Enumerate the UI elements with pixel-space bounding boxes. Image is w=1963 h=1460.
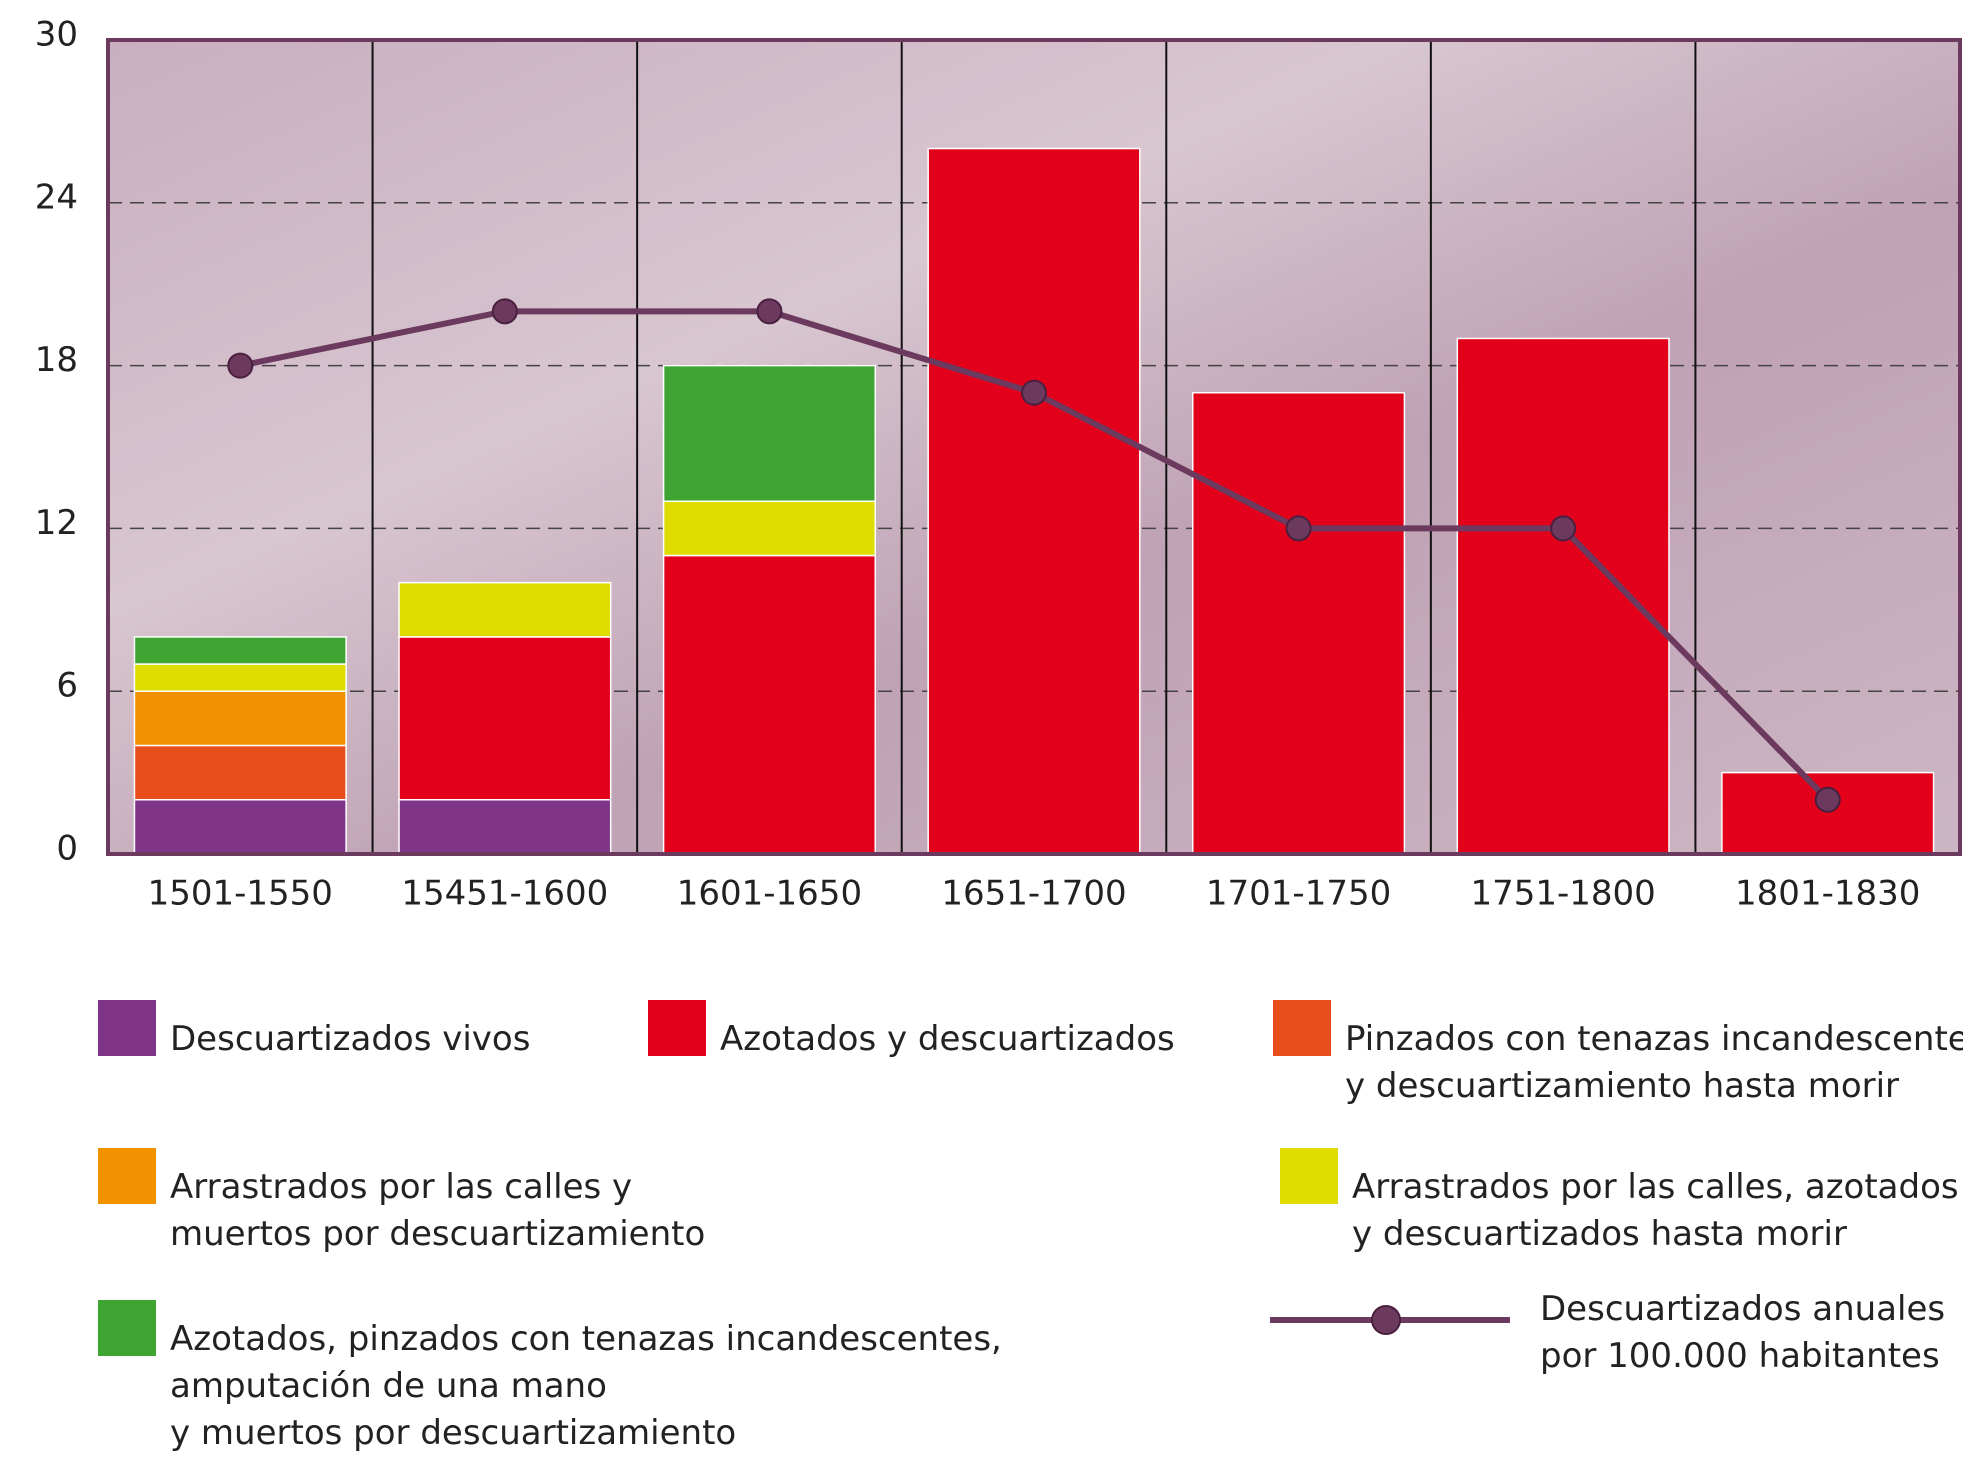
line-marker [756, 298, 783, 325]
bar-segment [1191, 391, 1406, 855]
y-tick-label: 12 [35, 503, 78, 543]
line-marker [491, 298, 518, 325]
legend-swatch [648, 1000, 706, 1056]
plot-border [106, 38, 1962, 856]
x-tick-label: 15451-1600 [401, 874, 608, 914]
bar-segment [662, 500, 877, 557]
line-marker [227, 352, 254, 379]
bar-segment [133, 798, 347, 855]
legend-label: Azotados, pinzados con tenazas incandesc… [170, 1319, 1002, 1453]
x-tick-label: 1651-1700 [941, 874, 1126, 914]
legend-swatch [1273, 1000, 1331, 1056]
x-tick-label: 1801-1830 [1735, 874, 1920, 914]
legend-swatch [98, 1148, 156, 1204]
x-tick-label: 1751-1800 [1470, 874, 1655, 914]
legend-label: Pinzados con tenazas incandescentes y des… [1345, 1019, 1963, 1106]
legend-swatch [98, 1000, 156, 1056]
bar-segment [1721, 771, 1935, 855]
bar-segment [398, 798, 612, 855]
legend-label: Descuartizados anuales por 100.000 habita… [1540, 1289, 1945, 1376]
legend-swatch [1280, 1148, 1338, 1204]
line-marker [1550, 515, 1577, 542]
legend-marker [1371, 1305, 1401, 1335]
legend-label: Descuartizados vivos [170, 1019, 530, 1059]
x-tick-label: 1701-1750 [1206, 874, 1391, 914]
legend-swatch [98, 1300, 156, 1356]
legend-label: Arrastrados por las calles y muertos por … [170, 1167, 705, 1254]
x-tick-label: 1601-1650 [677, 874, 862, 914]
bar-segment [662, 554, 877, 855]
bar-segment [133, 690, 347, 747]
y-tick-label: 18 [35, 340, 78, 380]
line-marker [1021, 379, 1047, 406]
x-tick-label: 1501-1550 [148, 874, 333, 914]
legend-label: Arrastrados por las calles, azotados y de… [1352, 1167, 1959, 1254]
legend-label: Azotados y descuartizados [720, 1019, 1175, 1059]
y-tick-label: 6 [56, 666, 78, 706]
bar-segment [1456, 337, 1670, 855]
line-marker [1814, 786, 1841, 813]
bar-segment [133, 636, 347, 665]
bar-segment [133, 663, 347, 692]
y-tick-label: 30 [35, 15, 78, 55]
line-marker [1285, 515, 1312, 542]
bar-segment [927, 147, 1141, 855]
bar-segment [662, 364, 877, 503]
bar-segment [398, 581, 612, 638]
bar-segment [398, 636, 612, 801]
y-tick-label: 24 [35, 177, 78, 217]
bar-segment [133, 744, 347, 801]
y-tick-label: 0 [56, 829, 78, 869]
